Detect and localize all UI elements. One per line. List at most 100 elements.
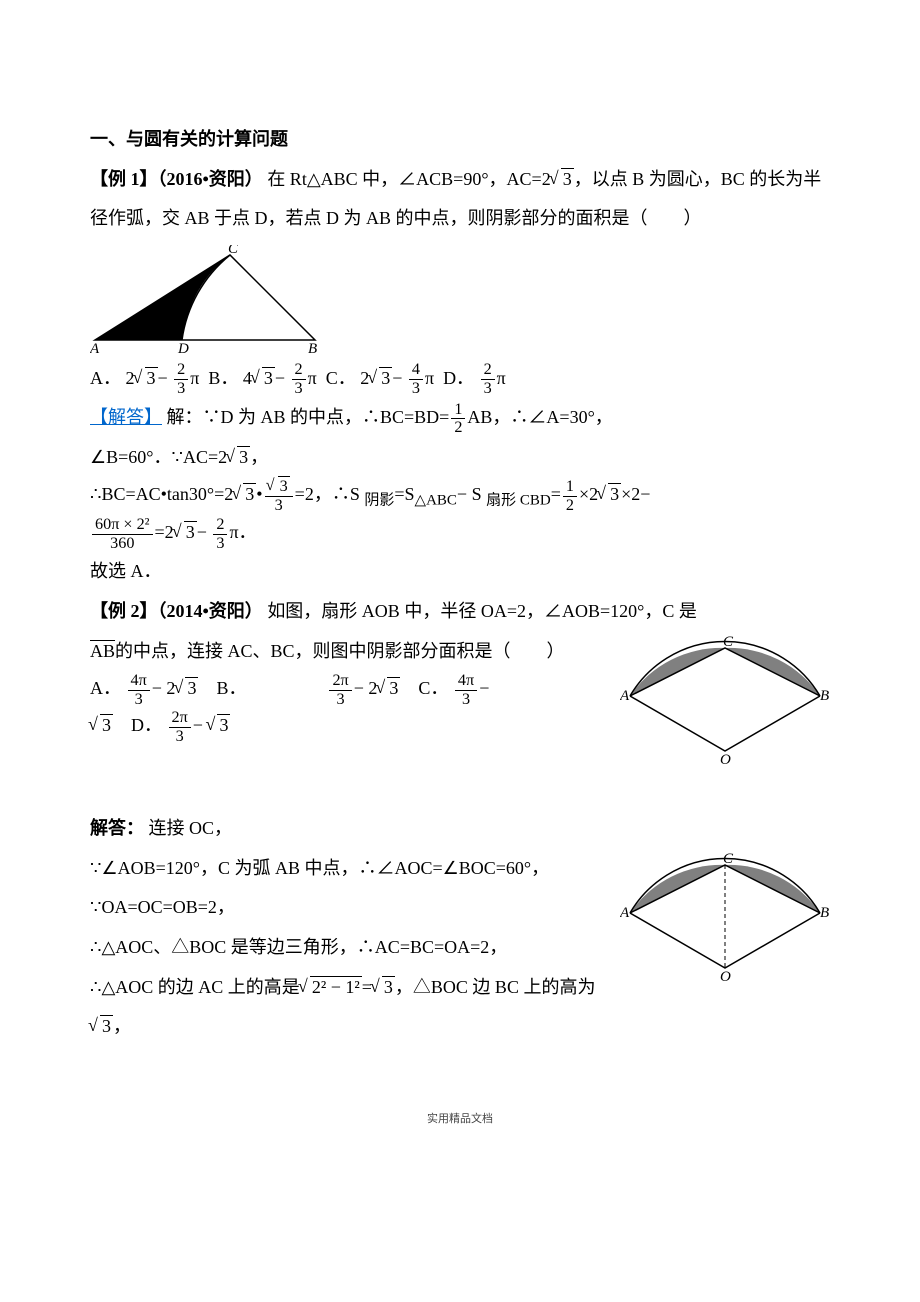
sqrt-3: 3	[369, 361, 392, 395]
subscript: 阴影	[364, 493, 394, 509]
label-a: A	[620, 905, 630, 921]
sqrt-3: 3	[90, 708, 113, 742]
num: 2π	[329, 672, 351, 691]
sqrt-3: 3	[227, 438, 250, 478]
num: 2	[481, 361, 495, 380]
sqrt-3: 3	[233, 477, 256, 511]
label-d: D	[177, 341, 189, 355]
sqrt-radicand: 2² − 1²	[310, 976, 362, 997]
pi: π	[190, 368, 199, 388]
ex2-label: 【例 2】（2014•资阳）	[90, 601, 263, 621]
sqrt-3: 3	[551, 160, 574, 200]
num: 2	[174, 361, 188, 380]
pi: π	[308, 368, 317, 388]
pi: π	[425, 368, 434, 388]
sqrt-radicand: 3	[185, 677, 198, 698]
ex1-solution-pick: 故选 A．	[90, 552, 830, 592]
label-o: O	[720, 969, 731, 983]
frac-1-2: 12	[563, 478, 577, 515]
ex2-stem-line1: 【例 2】（2014•资阳） 如图，扇形 AOB 中，半径 OA=2，∠AOB=…	[90, 592, 830, 632]
den: 360	[92, 535, 153, 553]
num: 2π	[169, 709, 191, 728]
opt-c-prefix: C．	[418, 678, 448, 698]
frac-2pi-3: 2π3	[169, 709, 191, 746]
sqrt-3: 3	[174, 515, 197, 549]
num: 4π	[455, 672, 477, 691]
text: =2，∴S	[295, 484, 365, 504]
den: 2	[451, 419, 465, 437]
text: ∠B=60°．∵AC=2	[90, 447, 227, 467]
den: 3	[174, 380, 188, 398]
sqrt-radicand: 3	[237, 446, 250, 467]
sqrt-radicand: 3	[100, 714, 113, 735]
sqrt-radicand: 3	[100, 1015, 113, 1036]
ex2-figure: A B C O	[620, 636, 830, 766]
subscript: △ABC	[415, 493, 457, 509]
ex1-options: A． 23− 23π B． 43− 23π C． 23− 43π D． 23π	[90, 361, 830, 398]
frac-sqrt3-3: 33	[265, 478, 293, 515]
opt-b-prefix: B．	[208, 368, 238, 388]
den: 3	[481, 380, 495, 398]
section-heading: 一、与圆有关的计算问题	[90, 120, 830, 160]
minus: −	[392, 368, 402, 388]
sqrt-radicand: 3	[184, 521, 197, 542]
label-b: B	[820, 905, 829, 921]
ex2-figure-2: A B C O	[620, 853, 830, 983]
ex2-stem-b: 的中点，连接 AC、BC，则图中阴影部分面积是（ ）	[115, 641, 565, 661]
solution-label: 【解答】	[90, 407, 162, 427]
sqrt-radicand: 3	[608, 483, 621, 504]
text: =S	[394, 484, 414, 504]
sqrt-3: 3	[90, 1007, 113, 1047]
sqrt-3: 3	[135, 361, 158, 395]
den: 3	[409, 380, 423, 398]
sqrt-3: 3	[598, 477, 621, 511]
pi: π	[497, 368, 506, 388]
label-c: C	[228, 245, 239, 257]
sqrt-radicand: 3	[278, 476, 290, 495]
frac-2-3: 23	[292, 361, 306, 398]
text: ，	[250, 447, 268, 467]
den: 3	[213, 535, 227, 553]
num: 2	[292, 361, 306, 380]
label-a: A	[90, 341, 100, 355]
text: 连接 OC，	[149, 818, 233, 838]
sqrt-radicand: 3	[379, 367, 392, 388]
minus: −	[158, 368, 168, 388]
ex1-label: 【例 1】（2016•资阳）	[90, 169, 263, 189]
den: 3	[265, 497, 293, 515]
ex1-solution-line2: ∠B=60°．∵AC=2 3，	[90, 438, 830, 478]
den: 3	[169, 728, 191, 746]
den: 3	[329, 691, 351, 709]
minus: −	[275, 368, 285, 388]
opt-a-prefix: A．	[90, 368, 121, 388]
den: 3	[292, 380, 306, 398]
text: −	[479, 678, 489, 698]
ex1-solution-line3: ∴BC=AC•tan30°=23•33=2，∴S 阴影=S△ABC− S 扇形 …	[90, 477, 830, 515]
subscript: 扇形 CBD	[486, 493, 551, 509]
text: ，△BOC 边 BC 上的高为	[395, 977, 596, 997]
den: 3	[128, 691, 150, 709]
text: 解：∵D 为 AB 的中点，∴BC=BD=	[167, 407, 450, 427]
den: 3	[455, 691, 477, 709]
oa-ob	[630, 696, 820, 751]
sqrt-expr: 2² − 1²	[300, 968, 362, 1008]
label-b: B	[308, 341, 317, 355]
text: •	[256, 484, 262, 504]
frac-big: 60π × 2²360	[92, 516, 153, 553]
ex1-stem-a: 在 Rt△ABC 中，∠ACB=90°，AC=2	[267, 169, 550, 189]
text: π．	[229, 522, 256, 542]
num: 4π	[128, 672, 150, 691]
text: − S	[457, 484, 486, 504]
ex2-sol-line1: 解答： 连接 OC，	[90, 809, 830, 849]
sqrt-3: 3	[207, 708, 230, 742]
opt-a-prefix: A．	[90, 678, 121, 698]
ex1-triangle-figure: A D B C	[90, 245, 320, 355]
opt-c-prefix: C．	[326, 368, 356, 388]
opt-d-prefix: D．	[443, 368, 474, 388]
num: 60π × 2²	[92, 516, 153, 535]
text: − 2	[354, 678, 378, 698]
label-b: B	[820, 688, 829, 704]
sqrt-radicand: 3	[262, 367, 275, 388]
sqrt-radicand: 3	[382, 976, 395, 997]
label-c: C	[723, 853, 734, 867]
